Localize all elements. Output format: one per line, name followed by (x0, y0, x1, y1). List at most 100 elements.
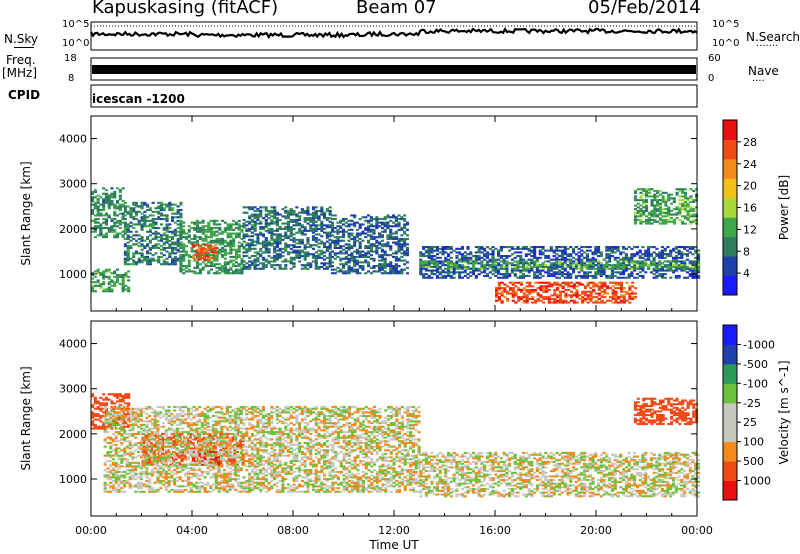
data-cell (531, 297, 535, 300)
data-cell (375, 223, 379, 226)
data-cell (674, 256, 678, 259)
data-cell (558, 264, 562, 267)
freq-label: Freq. (6, 53, 36, 67)
colorbar-tick-label: 12 (743, 223, 757, 236)
data-cell (184, 270, 188, 273)
data-cell (383, 216, 387, 219)
data-cell (162, 254, 166, 257)
data-cell (353, 259, 357, 262)
data-cell (452, 269, 456, 272)
data-cell (556, 287, 560, 290)
data-cell (166, 449, 170, 452)
data-cell (207, 221, 211, 224)
data-cell (541, 251, 545, 254)
data-cell (273, 220, 277, 223)
data-cell (93, 225, 97, 228)
data-cell (226, 272, 230, 275)
data-cell (608, 258, 612, 261)
data-cell (120, 432, 124, 435)
data-cell (419, 262, 423, 265)
data-cell (660, 249, 664, 252)
data-cell (658, 222, 662, 225)
data-cell (520, 290, 524, 293)
data-cell (485, 262, 489, 265)
data-cell (151, 246, 155, 249)
data-cell (630, 256, 634, 259)
data-cell (510, 271, 514, 274)
data-cell (147, 445, 151, 448)
data-cell (199, 449, 203, 452)
data-cell (533, 249, 537, 252)
data-cell (240, 272, 244, 275)
data-cell (339, 263, 343, 266)
data-cell (169, 456, 173, 459)
data-cell (102, 275, 106, 278)
data-cell (278, 237, 282, 240)
data-cell (630, 267, 634, 270)
data-cell (672, 247, 676, 250)
data-cell (208, 461, 212, 464)
data-cell (306, 255, 310, 258)
data-cell (116, 207, 120, 210)
colorbar-segment (723, 256, 737, 277)
data-cell (430, 246, 434, 249)
data-cell (683, 260, 687, 263)
data-cell (184, 265, 188, 268)
data-cell (242, 267, 246, 270)
data-cell (583, 271, 587, 274)
data-cell (171, 237, 175, 240)
data-cell (281, 255, 285, 258)
data-cell (320, 242, 324, 245)
data-cell (197, 251, 201, 254)
data-cell (238, 442, 242, 445)
noise-search-dots: ....... (756, 38, 779, 49)
data-cell (284, 249, 288, 252)
data-cell (466, 256, 470, 259)
data-cell (214, 247, 218, 250)
data-cell (256, 222, 260, 225)
data-cell (689, 197, 693, 200)
data-cell (207, 265, 211, 268)
data-cell (289, 262, 293, 265)
data-cell (125, 479, 129, 482)
data-cell (394, 225, 398, 228)
data-cell (500, 299, 504, 302)
data-cell (121, 284, 125, 287)
data-cell (539, 285, 543, 288)
data-cell (102, 277, 106, 280)
data-cell (171, 232, 175, 235)
data-cell (510, 253, 514, 256)
data-cell (171, 218, 175, 221)
data-cell (342, 218, 346, 221)
data-cell (123, 252, 127, 255)
data-cell (160, 440, 164, 443)
data-cell (595, 296, 599, 299)
data-cell (314, 264, 318, 267)
data-cell (168, 236, 172, 239)
data-cell (123, 458, 127, 461)
data-cell (680, 264, 684, 267)
data-cell (339, 245, 343, 248)
data-cell (458, 251, 462, 254)
data-cell (613, 246, 617, 249)
data-cell (116, 422, 120, 425)
data-cell (528, 290, 532, 293)
data-cell (588, 249, 592, 252)
data-cell (397, 221, 401, 224)
data-cell (645, 190, 649, 193)
data-cell (586, 301, 590, 304)
data-cell (610, 247, 614, 250)
data-cell (267, 249, 271, 252)
data-cell (516, 260, 520, 263)
data-cell (259, 253, 263, 256)
data-cell (430, 260, 434, 263)
data-cell (344, 252, 348, 255)
data-cell (505, 265, 509, 268)
data-cell (588, 265, 592, 268)
data-cell (553, 292, 557, 295)
data-cell (605, 260, 609, 263)
data-cell (292, 240, 296, 243)
data-cell (275, 240, 279, 243)
data-cell (466, 253, 470, 256)
data-cell (172, 434, 176, 437)
